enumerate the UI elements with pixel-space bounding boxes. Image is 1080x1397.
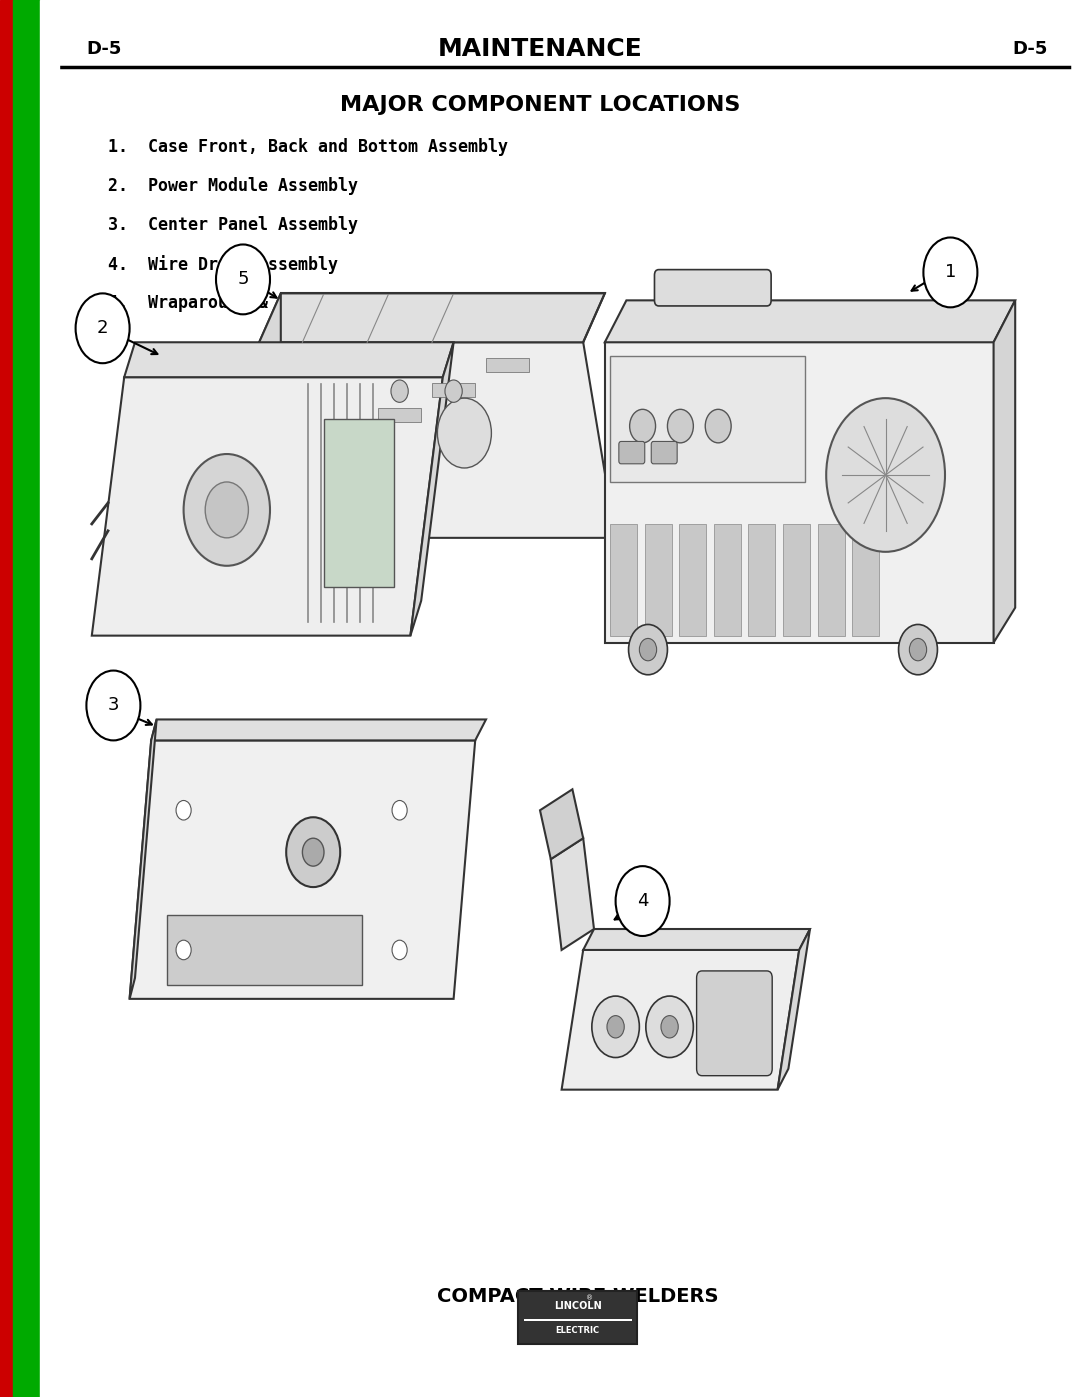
FancyBboxPatch shape (645, 524, 672, 636)
FancyBboxPatch shape (654, 270, 771, 306)
Circle shape (909, 638, 927, 661)
Circle shape (216, 244, 270, 314)
Circle shape (646, 996, 693, 1058)
FancyBboxPatch shape (524, 1294, 632, 1320)
Polygon shape (124, 342, 454, 377)
FancyBboxPatch shape (852, 524, 879, 636)
Circle shape (661, 1016, 678, 1038)
Polygon shape (259, 342, 616, 538)
FancyBboxPatch shape (818, 524, 845, 636)
Text: ELECTRIC: ELECTRIC (556, 1326, 599, 1336)
Circle shape (705, 409, 731, 443)
Text: 4.  Wire Drive Assembly: 4. Wire Drive Assembly (108, 254, 338, 274)
Polygon shape (551, 838, 594, 950)
Circle shape (392, 940, 407, 960)
Text: LMFLG/LAGF0: LMFLG/LAGF0 (2, 1083, 11, 1153)
Text: LMFLG/LAGF0: LMFLG/LAGF0 (2, 175, 11, 244)
Polygon shape (410, 342, 454, 636)
FancyBboxPatch shape (432, 383, 475, 397)
Circle shape (445, 380, 462, 402)
Bar (13, 0, 40, 1397)
FancyBboxPatch shape (378, 408, 421, 422)
Text: 3: 3 (108, 697, 119, 714)
Text: 1: 1 (945, 264, 956, 281)
Polygon shape (130, 719, 157, 999)
Polygon shape (540, 789, 583, 859)
FancyBboxPatch shape (697, 971, 772, 1076)
Polygon shape (151, 719, 486, 740)
FancyBboxPatch shape (679, 524, 706, 636)
Circle shape (286, 817, 340, 887)
Circle shape (205, 482, 248, 538)
Polygon shape (605, 300, 1015, 342)
Circle shape (639, 638, 657, 661)
FancyBboxPatch shape (610, 356, 805, 482)
Text: LMFLG)KL0: LMFLG)KL0 (25, 1090, 33, 1146)
Text: LMFLG)KL0: LMFLG)KL0 (25, 182, 33, 237)
FancyBboxPatch shape (486, 358, 529, 372)
Circle shape (630, 409, 656, 443)
Text: ®: ® (586, 1295, 594, 1302)
Text: LMFLG)KL0: LMFLG)KL0 (25, 461, 33, 517)
FancyBboxPatch shape (324, 433, 367, 447)
Polygon shape (259, 293, 605, 342)
Text: COMPACT WIRE WELDERS: COMPACT WIRE WELDERS (437, 1287, 718, 1306)
Text: 2.  Power Module Assembly: 2. Power Module Assembly (108, 177, 357, 194)
Circle shape (76, 293, 130, 363)
Polygon shape (130, 740, 475, 999)
Circle shape (392, 800, 407, 820)
Circle shape (184, 454, 270, 566)
FancyBboxPatch shape (714, 524, 741, 636)
Circle shape (667, 409, 693, 443)
Text: 4: 4 (637, 893, 648, 909)
FancyBboxPatch shape (748, 524, 775, 636)
Circle shape (391, 380, 408, 402)
Text: MAJOR COMPONENT LOCATIONS: MAJOR COMPONENT LOCATIONS (340, 95, 740, 115)
FancyBboxPatch shape (619, 441, 645, 464)
FancyBboxPatch shape (518, 1291, 637, 1344)
Polygon shape (562, 950, 799, 1090)
FancyBboxPatch shape (324, 419, 394, 587)
Circle shape (176, 940, 191, 960)
Circle shape (923, 237, 977, 307)
Circle shape (607, 1016, 624, 1038)
Polygon shape (994, 300, 1015, 643)
Polygon shape (778, 929, 810, 1090)
Circle shape (616, 866, 670, 936)
Circle shape (176, 800, 191, 820)
Circle shape (899, 624, 937, 675)
Bar (40, 0, 59, 1397)
Polygon shape (92, 377, 443, 636)
Text: 5: 5 (238, 271, 248, 288)
Text: LMFLG/LAGF0: LMFLG/LAGF0 (2, 454, 11, 524)
Polygon shape (259, 293, 281, 538)
Bar (0, 0, 13, 1397)
Polygon shape (605, 342, 994, 643)
Text: LINCOLN: LINCOLN (554, 1301, 602, 1310)
Text: 2: 2 (97, 320, 108, 337)
Circle shape (437, 398, 491, 468)
Text: D-5: D-5 (1012, 41, 1048, 57)
Text: LMFLG/LAGF0: LMFLG/LAGF0 (2, 733, 11, 803)
Circle shape (302, 838, 324, 866)
Text: 3.  Center Panel Assembly: 3. Center Panel Assembly (108, 217, 357, 233)
Polygon shape (583, 929, 810, 950)
Circle shape (826, 398, 945, 552)
FancyBboxPatch shape (610, 524, 637, 636)
Circle shape (592, 996, 639, 1058)
FancyBboxPatch shape (167, 915, 362, 985)
Circle shape (629, 624, 667, 675)
Circle shape (86, 671, 140, 740)
Text: D-5: D-5 (86, 41, 122, 57)
Text: LMFLG)KL0: LMFLG)KL0 (25, 740, 33, 796)
FancyBboxPatch shape (783, 524, 810, 636)
FancyBboxPatch shape (651, 441, 677, 464)
Text: 5.  Wraparound & Door Assembly: 5. Wraparound & Door Assembly (108, 295, 408, 312)
Text: 1.  Case Front, Back and Bottom Assembly: 1. Case Front, Back and Bottom Assembly (108, 138, 508, 155)
Text: MAINTENANCE: MAINTENANCE (437, 36, 643, 61)
FancyBboxPatch shape (524, 1319, 632, 1322)
